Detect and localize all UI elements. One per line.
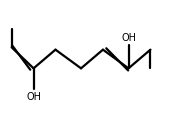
Text: OH: OH xyxy=(121,33,136,43)
Text: OH: OH xyxy=(26,92,41,102)
